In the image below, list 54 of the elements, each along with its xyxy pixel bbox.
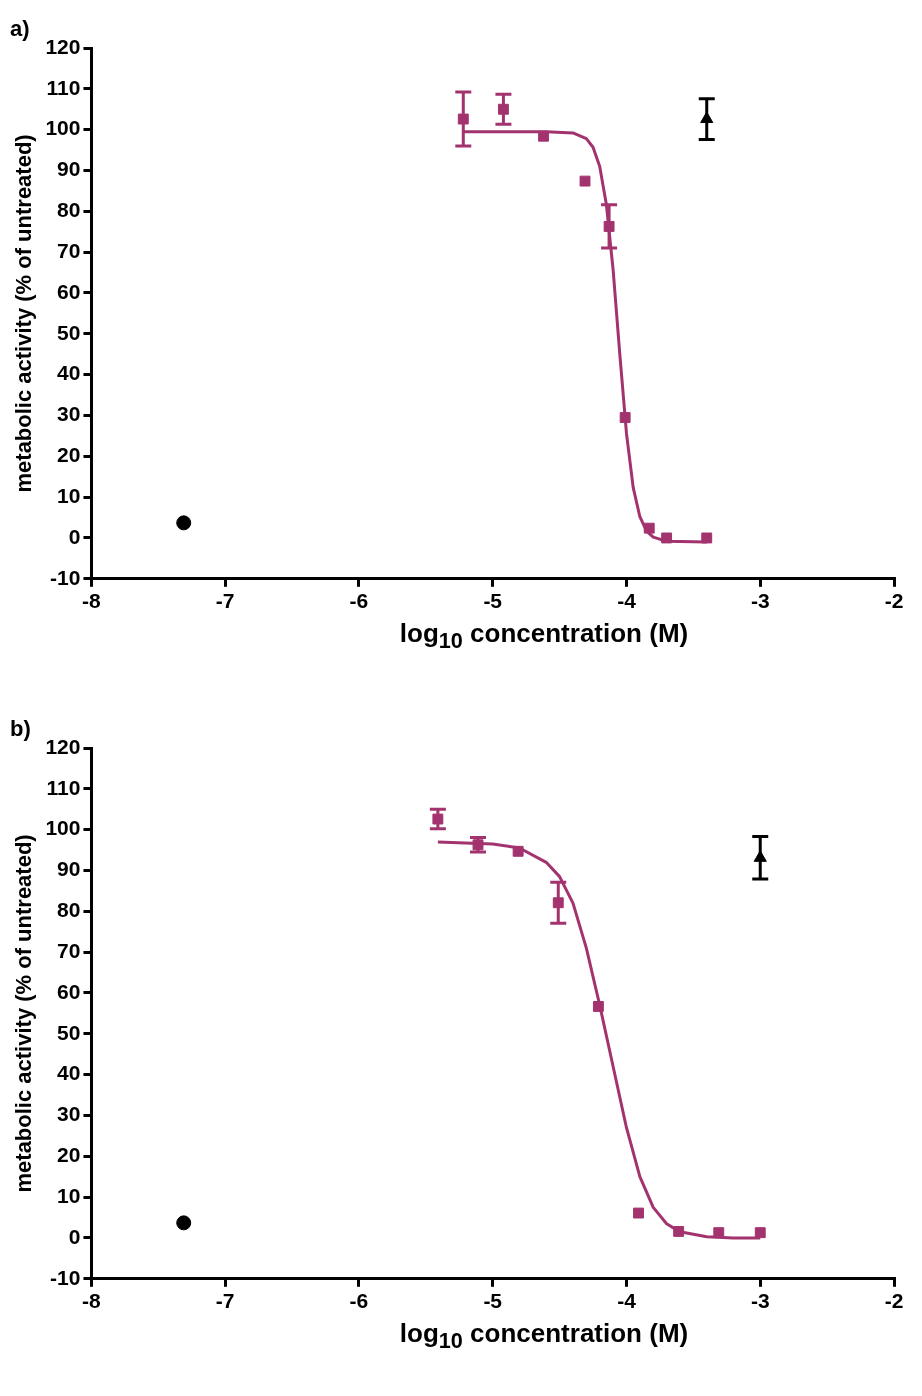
y-tick-label: 10 bbox=[57, 1183, 81, 1207]
y-tick-label: 80 bbox=[57, 898, 81, 922]
y-tick-label: 50 bbox=[57, 320, 81, 344]
x-tick-label: -5 bbox=[483, 589, 503, 613]
x-tick-label: -3 bbox=[750, 1289, 770, 1313]
chart-title: b) bbox=[10, 716, 31, 742]
x-tick-label: -7 bbox=[215, 1289, 235, 1313]
y-tick-label: 90 bbox=[57, 857, 81, 881]
x-tick-label: -7 bbox=[215, 589, 235, 613]
y-tick-label: -10 bbox=[50, 565, 81, 589]
y-tick-label: 110 bbox=[46, 775, 81, 799]
point bbox=[754, 1227, 766, 1239]
y-tick-label: 30 bbox=[57, 402, 81, 426]
y-tick-label: 110 bbox=[46, 75, 81, 99]
x-tick-label: -6 bbox=[349, 589, 369, 613]
y-tick-label: -10 bbox=[50, 1265, 81, 1289]
y-tick-label: 40 bbox=[57, 1061, 81, 1085]
x-axis-title: log$_{10}$ concentration (M) bbox=[398, 618, 690, 655]
x-tick-label: -4 bbox=[617, 1289, 637, 1313]
point bbox=[701, 532, 713, 544]
y-tick-label: 100 bbox=[45, 816, 81, 840]
x-tick-label: -6 bbox=[349, 1289, 369, 1313]
point bbox=[579, 175, 591, 187]
y-axis-title: metabolic activity (% of untreated) bbox=[11, 134, 37, 493]
x-tick-label: -8 bbox=[82, 1289, 102, 1313]
x-tick-label: -3 bbox=[750, 589, 770, 613]
y-tick-label: 70 bbox=[57, 938, 81, 962]
y-tick-label: 0 bbox=[68, 1224, 81, 1248]
y-tick-label: 60 bbox=[57, 979, 81, 1003]
y-tick-label: 20 bbox=[57, 443, 81, 467]
chart-title: a) bbox=[10, 16, 30, 42]
y-tick-label: 60 bbox=[57, 279, 81, 303]
x-tick-label: -4 bbox=[617, 589, 637, 613]
x-tick-label: -8 bbox=[82, 589, 102, 613]
y-tick-label: 90 bbox=[57, 157, 81, 181]
x-axis-title: log$_{10}$ concentration (M) bbox=[398, 1318, 690, 1355]
y-tick-label: 0 bbox=[68, 524, 81, 548]
y-tick-label: 80 bbox=[57, 198, 81, 222]
y-tick-label: 120 bbox=[45, 734, 81, 758]
y-tick-label: 100 bbox=[45, 116, 81, 140]
y-tick-label: 20 bbox=[57, 1143, 81, 1167]
y-tick-label: 10 bbox=[57, 483, 81, 507]
y-tick-label: 30 bbox=[57, 1102, 81, 1126]
y-axis-title: metabolic activity (% of untreated) bbox=[11, 834, 37, 1193]
point bbox=[176, 1215, 192, 1231]
point bbox=[176, 515, 192, 531]
x-tick-label: -5 bbox=[483, 1289, 503, 1313]
y-tick-label: 70 bbox=[57, 238, 81, 262]
point bbox=[633, 1207, 644, 1219]
y-tick-label: 120 bbox=[45, 34, 81, 58]
y-tick-label: 50 bbox=[57, 1020, 81, 1044]
x-tick-label: -2 bbox=[884, 1289, 904, 1313]
y-tick-label: 40 bbox=[57, 361, 81, 385]
x-tick-label: -2 bbox=[884, 589, 904, 613]
